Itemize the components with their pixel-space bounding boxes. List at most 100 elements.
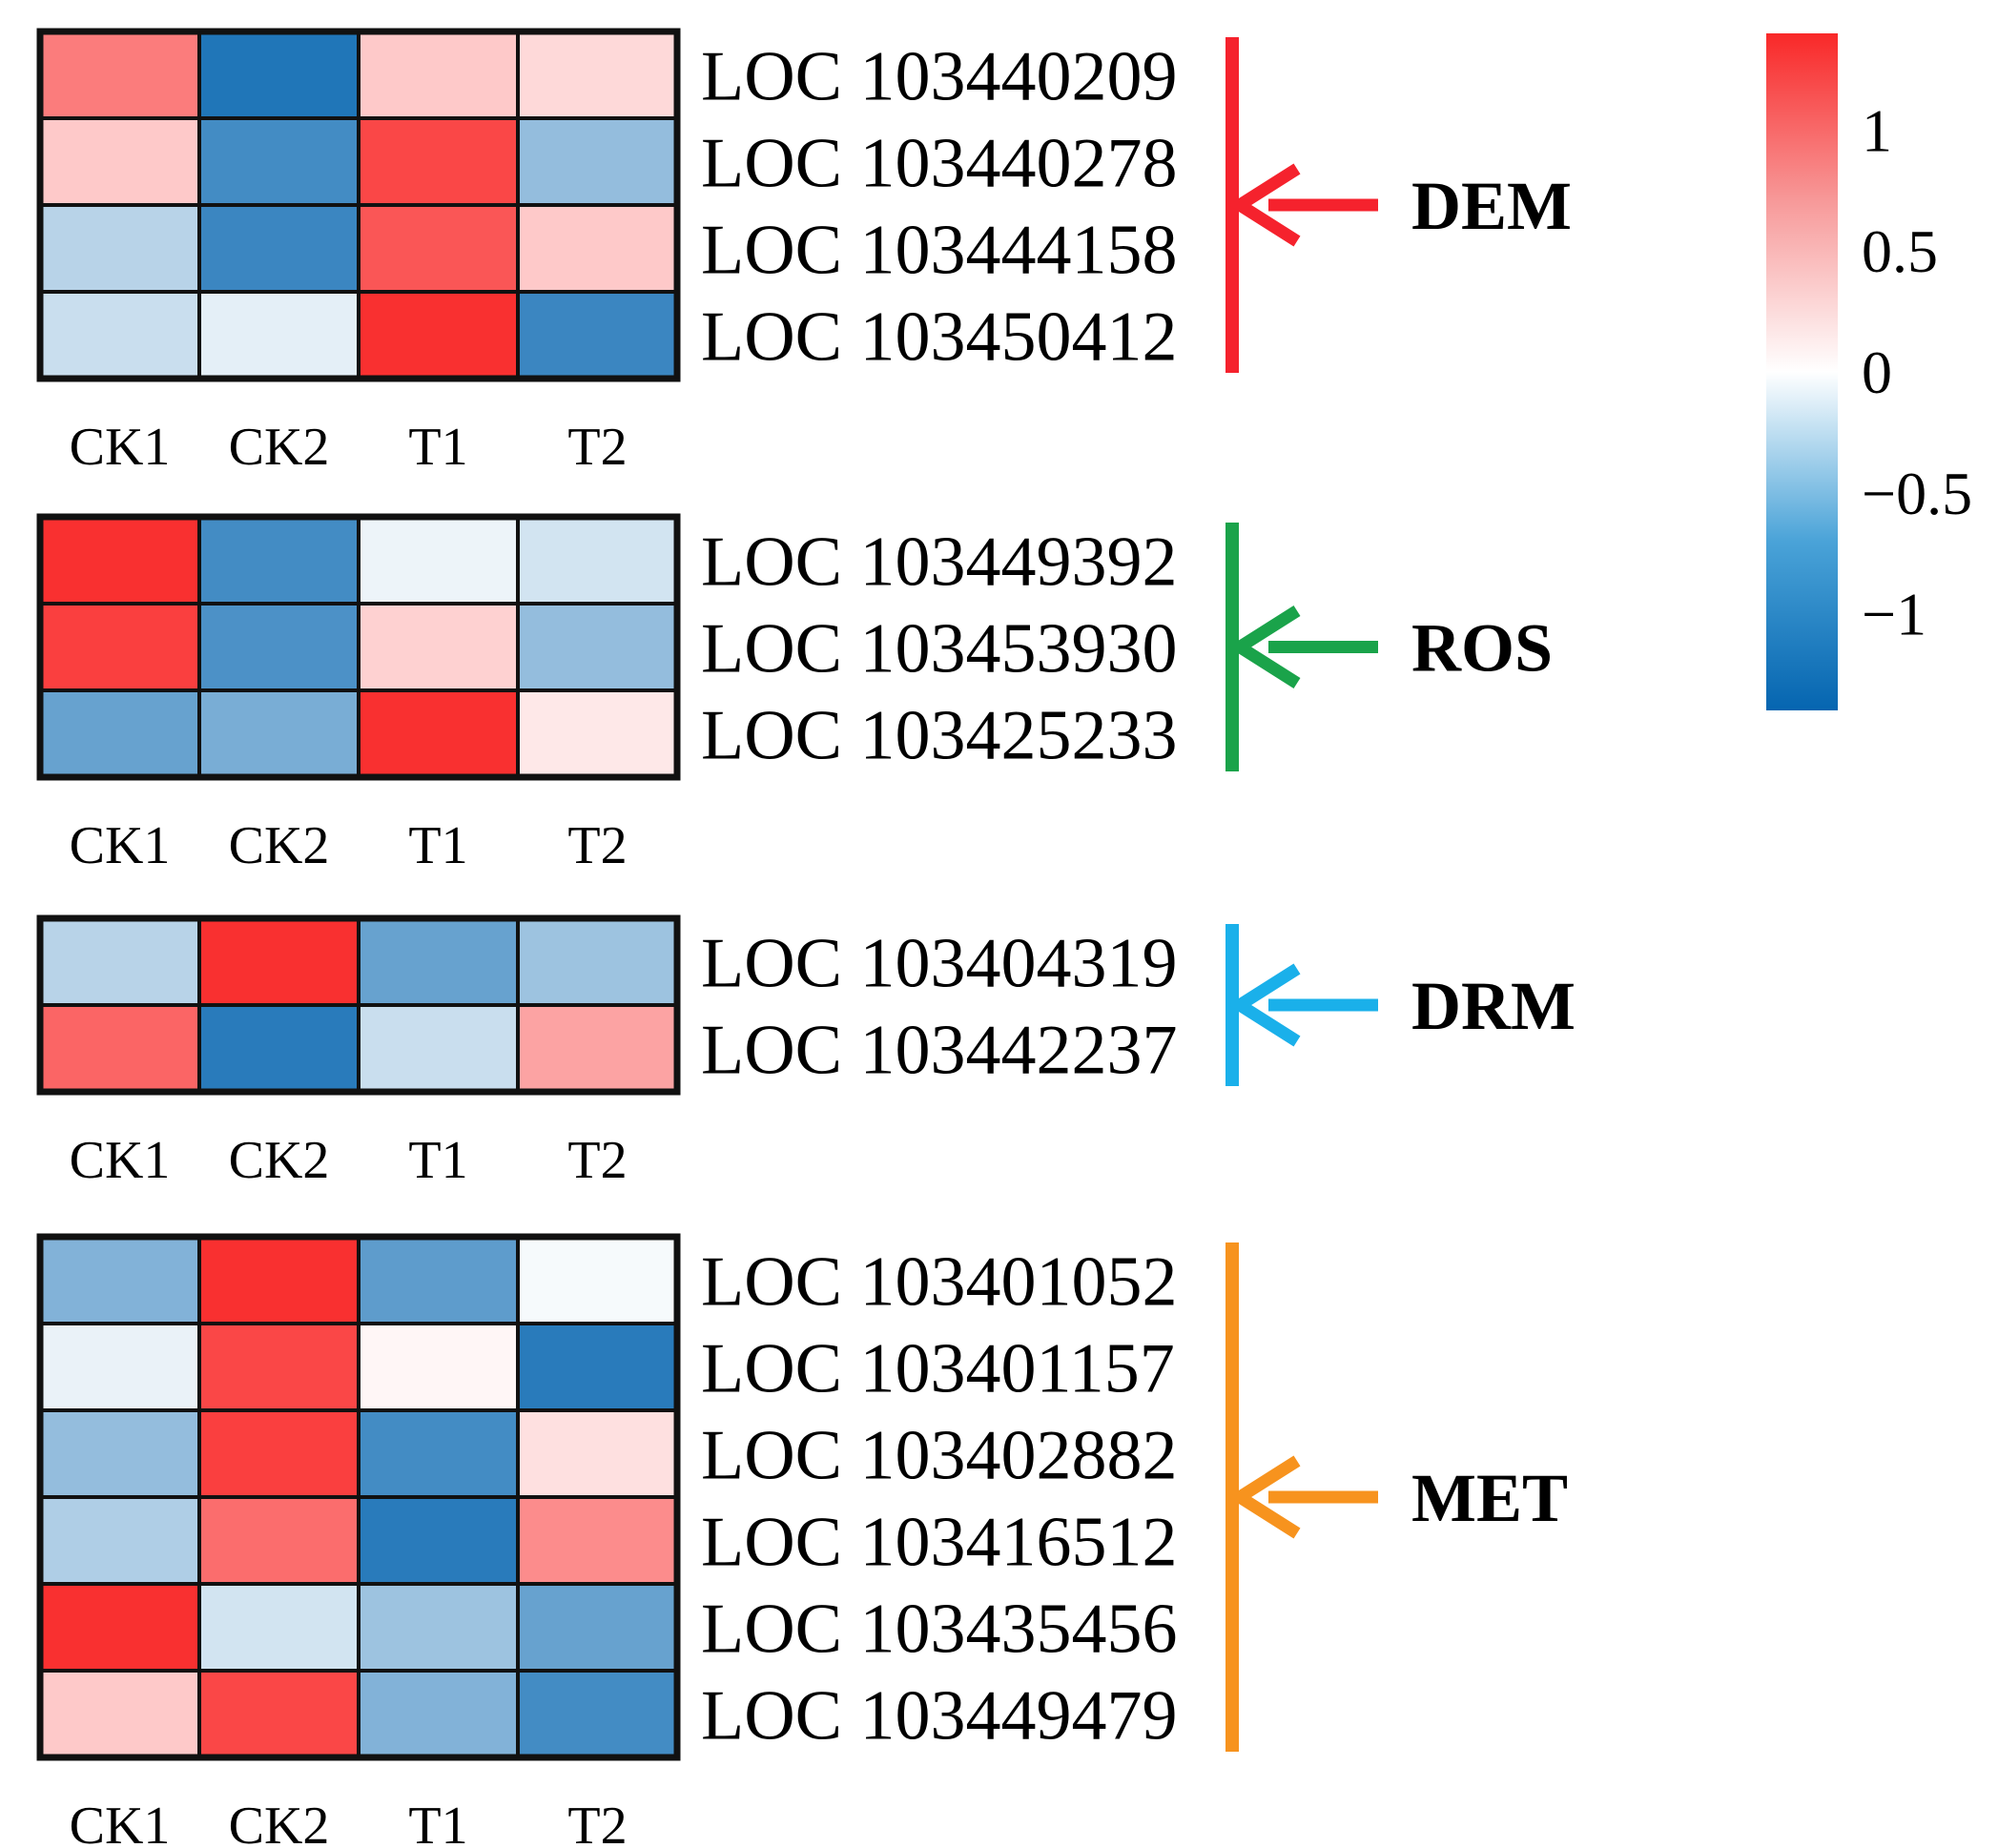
heatmap-cell [38, 116, 201, 207]
heatmap-cell [516, 1495, 679, 1586]
group-label: DRM [1411, 968, 1576, 1044]
column-label: T2 [567, 1797, 627, 1848]
heatmap-cell [357, 1669, 520, 1759]
heatmap-cell [357, 1322, 520, 1412]
gene-label: LOC 103401157 [701, 1330, 1175, 1408]
heatmap-cell [357, 602, 520, 692]
gene-label: LOC 103425233 [701, 697, 1178, 775]
column-label: T1 [408, 1797, 467, 1848]
color-scale-tick-label: 0 [1862, 339, 1892, 406]
color-scale-tick-label: 1 [1862, 96, 1892, 164]
group-label: MET [1411, 1460, 1568, 1536]
gene-label: LOC 103401052 [701, 1243, 1178, 1322]
heatmap-cell [197, 1582, 360, 1673]
heatmap-cell [357, 916, 520, 1007]
heatmap-cell [38, 1669, 201, 1759]
heatmap-cell [197, 602, 360, 692]
group-drm: LOC 103404319 LOC 103442237 CK1 CK2 T1 T2 DRM [36, 914, 1576, 1190]
heatmap-cell [357, 30, 520, 120]
heatmap-cell [197, 116, 360, 207]
column-label: T2 [567, 418, 627, 477]
heatmap-cell [357, 290, 520, 380]
gene-label: LOC 103435456 [701, 1591, 1178, 1669]
column-label: CK2 [229, 418, 330, 477]
heatmap-cell [516, 688, 679, 779]
heatmap-cell [197, 1235, 360, 1325]
heatmap-cell [38, 1495, 201, 1586]
heatmap-cell [357, 1408, 520, 1499]
heatmap-cell [357, 1495, 520, 1586]
heatmap-cell [197, 515, 360, 606]
group-dem: LOC 103440209 LOC 103440278 LOC 103444158 L… [36, 28, 1572, 477]
heatmap-cell [197, 1322, 360, 1412]
gene-label: LOC 103440278 [701, 125, 1178, 203]
heatmap-frame [36, 28, 681, 382]
heatmap-frame [36, 513, 681, 781]
column-label: CK2 [229, 1131, 330, 1190]
column-label: CK2 [229, 816, 330, 875]
heatmap-cell [38, 515, 201, 606]
heatmap-cell [38, 1408, 201, 1499]
color-scale-tick-label: −0.5 [1862, 460, 1972, 527]
column-label: T2 [567, 1131, 627, 1190]
heatmap-cell [197, 290, 360, 380]
heatmap-cell [38, 688, 201, 779]
gene-label: LOC 103416512 [701, 1504, 1178, 1582]
color-scale-tick-label: −1 [1862, 581, 1926, 648]
gene-label: LOC 103444158 [701, 212, 1178, 290]
gene-label: LOC 103402882 [701, 1417, 1178, 1495]
heatmap-groups: LOC 103440209 LOC 103440278 LOC 103444158 L… [36, 28, 1576, 1848]
group-arrow-head [1227, 163, 1301, 247]
group-arrow-head [1227, 1455, 1301, 1539]
heatmap-cell [516, 290, 679, 380]
heatmap-cell [357, 203, 520, 294]
heatmap-cell [516, 1003, 679, 1094]
heatmap-cell [516, 1582, 679, 1673]
heatmap-cell [516, 916, 679, 1007]
heatmap-cell [38, 290, 201, 380]
heatmap-cell [516, 1235, 679, 1325]
heatmap-cell [38, 602, 201, 692]
color-scale-bar [1766, 33, 1838, 710]
heatmap-cell [197, 688, 360, 779]
heatmap-cell [197, 1669, 360, 1759]
heatmap-cell [38, 1003, 201, 1094]
heatmap-cell [516, 30, 679, 120]
column-label: CK1 [70, 816, 171, 875]
gene-label: LOC 103440209 [701, 38, 1178, 116]
heatmap-cell [357, 1582, 520, 1673]
column-label: T1 [408, 1131, 467, 1190]
column-label: T2 [567, 816, 627, 875]
group-ros: LOC 103449392 LOC 103453930 LOC 103425233 C… [36, 513, 1553, 875]
heatmap-cell [516, 1322, 679, 1412]
group-arrow-head [1227, 606, 1301, 688]
heatmap-cell [197, 1408, 360, 1499]
gene-label: LOC 103449392 [701, 524, 1178, 602]
heatmap-cell [197, 1003, 360, 1094]
heatmap-cell [357, 688, 520, 779]
heatmap-cell [38, 1322, 201, 1412]
heatmap-cell [357, 515, 520, 606]
heatmap-cell [357, 1003, 520, 1094]
heatmap-cell [516, 515, 679, 606]
column-label: T1 [408, 816, 467, 875]
heatmap-cell [197, 916, 360, 1007]
color-scale-legend: 1 0.5 0 −0.5 −1 [1766, 33, 1972, 710]
color-scale-tick-label: 0.5 [1862, 217, 1938, 285]
heatmap-cell [357, 1235, 520, 1325]
gene-label: LOC 103450412 [701, 298, 1178, 377]
heatmap-cell [197, 203, 360, 294]
gene-label: LOC 103453930 [701, 610, 1178, 688]
heatmap-frame [36, 1233, 681, 1761]
heatmap-cell [38, 30, 201, 120]
heatmap-frame [36, 914, 681, 1096]
heatmap-cell [516, 116, 679, 207]
heatmap-cell [357, 116, 520, 207]
group-label: ROS [1411, 610, 1553, 687]
heatmap-cell [38, 1582, 201, 1673]
column-label: T1 [408, 418, 467, 477]
group-met: LOC 103401052 LOC 103401157 LOC 103402882 L… [36, 1233, 1568, 1848]
heatmap-cell [38, 916, 201, 1007]
